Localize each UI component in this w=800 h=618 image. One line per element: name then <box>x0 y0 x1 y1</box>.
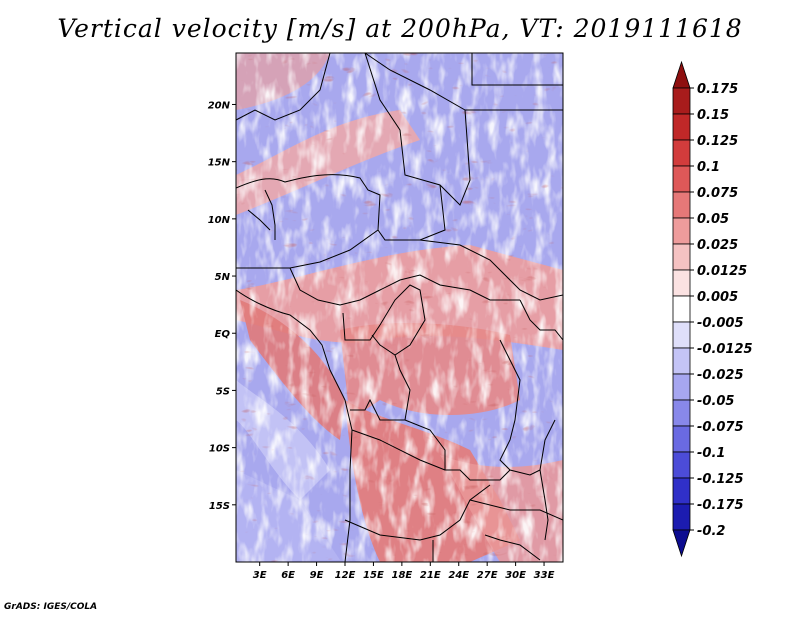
colorbar-swatch <box>672 165 691 193</box>
colorbar-swatch <box>672 399 691 427</box>
colorbar-label: 0.1 <box>697 160 720 175</box>
colorbar-swatch <box>672 295 691 323</box>
colorbar-label: 0.175 <box>697 82 738 97</box>
colorbar-label: -0.005 <box>697 316 744 331</box>
lat-tick-label: 5N <box>215 272 231 283</box>
colorbar-label: -0.05 <box>697 394 734 409</box>
colorbar-swatch <box>672 60 691 89</box>
lat-tick-label: 20N <box>208 100 231 111</box>
lat-tick-label: 10N <box>208 215 231 226</box>
lon-tick-label: 27E <box>477 570 498 581</box>
lon-tick-label: 12E <box>335 570 356 581</box>
lon-tick-label: 9E <box>310 570 324 581</box>
colorbar-label: -0.2 <box>697 524 725 539</box>
colorbar: 0.175 0.15 0.125 0.1 0.075 0.05 0.025 0.0125 0.0… <box>672 60 753 558</box>
colorbar-label: 0.075 <box>697 186 738 201</box>
lat-tick-label: 15N <box>208 158 231 169</box>
longitude-axis: 3E 6E 9E 12E 15E 18E 21E 24E 27E 30E 33E <box>253 562 555 581</box>
colorbar-label: 0.05 <box>697 212 729 227</box>
lon-tick-label: 6E <box>281 570 295 581</box>
credit-label: GrADS: IGES/COLA <box>4 602 98 612</box>
map-frame <box>235 52 564 563</box>
colorbar-swatch <box>672 321 691 349</box>
colorbar-swatch <box>672 529 691 558</box>
colorbar-label: -0.075 <box>697 420 744 435</box>
lat-tick-label: 10S <box>209 444 230 455</box>
page-title: Vertical velocity [m/s] at 200hPa, VT: 2… <box>57 14 743 43</box>
colorbar-swatch <box>672 139 691 167</box>
lat-tick-label: 5S <box>216 386 230 397</box>
colorbar-swatch <box>672 243 691 271</box>
lon-tick-label: 33E <box>534 570 555 581</box>
colorbar-label: -0.0125 <box>697 342 753 357</box>
lon-tick-label: 30E <box>505 570 526 581</box>
lat-tick-label: 15S <box>209 501 230 512</box>
colorbar-label: 0.125 <box>697 134 738 149</box>
colorbar-swatch <box>672 191 691 219</box>
colorbar-label: 0.005 <box>697 290 738 305</box>
lon-tick-label: 24E <box>448 570 469 581</box>
colorbar-label: 0.0125 <box>697 264 747 279</box>
lon-tick-label: 21E <box>420 570 441 581</box>
vertical-velocity-field <box>236 53 563 562</box>
colorbar-swatch <box>672 451 691 479</box>
colorbar-swatch <box>672 269 691 297</box>
colorbar-label: -0.125 <box>697 472 744 487</box>
colorbar-label: -0.1 <box>697 446 725 461</box>
colorbar-label: -0.025 <box>697 368 744 383</box>
colorbar-swatch <box>672 425 691 453</box>
lon-tick-label: 15E <box>363 570 384 581</box>
colorbar-label: -0.175 <box>697 498 744 513</box>
latitude-axis: 20N 15N 10N 5N EQ 5S 10S 15S <box>208 100 236 512</box>
colorbar-swatch <box>672 113 691 141</box>
colorbar-swatch <box>672 87 691 115</box>
colorbar-label: 0.15 <box>697 108 729 123</box>
colorbar-swatch <box>672 373 691 401</box>
colorbar-label: 0.025 <box>697 238 738 253</box>
colorbar-swatch <box>672 347 691 375</box>
colorbar-swatch <box>672 217 691 245</box>
lon-tick-label: 18E <box>391 570 412 581</box>
colorbar-swatch <box>672 477 691 505</box>
colorbar-swatch <box>672 503 691 531</box>
lat-tick-label: EQ <box>215 329 231 340</box>
lon-tick-label: 3E <box>253 570 267 581</box>
country-borders <box>236 53 563 562</box>
